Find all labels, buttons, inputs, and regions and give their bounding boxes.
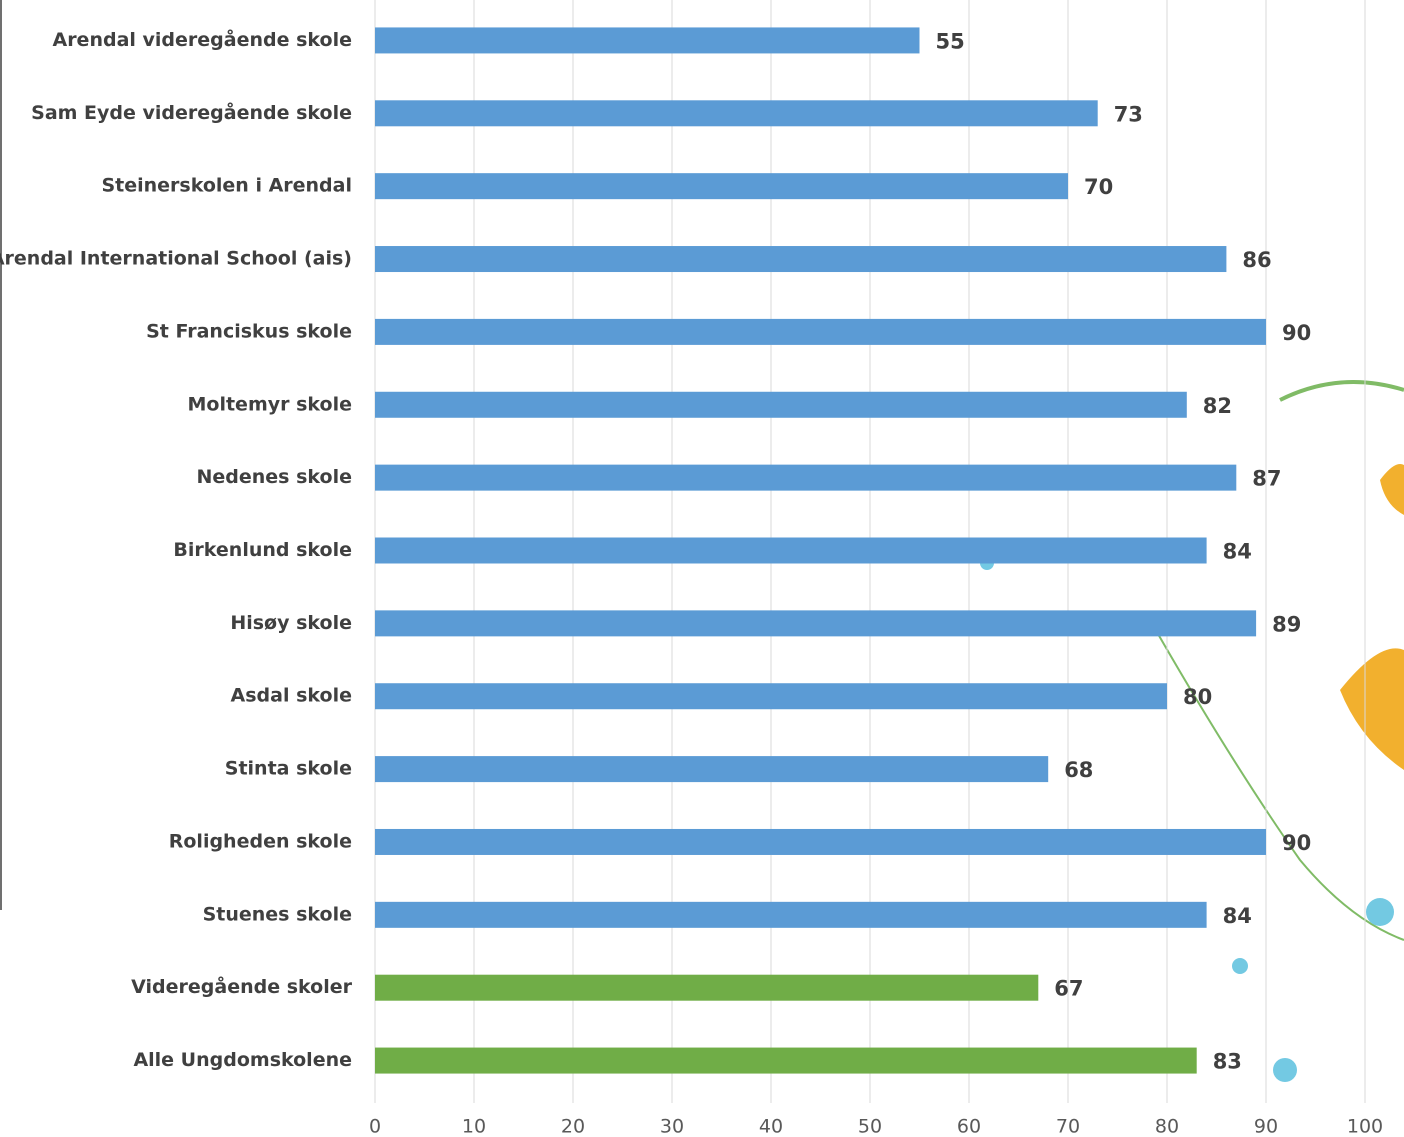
x-tick-label: 60 [957, 1116, 981, 1137]
value-label: 90 [1282, 321, 1311, 345]
x-tick-label: 40 [759, 1116, 783, 1137]
bar [375, 100, 1098, 127]
value-label: 67 [1054, 977, 1083, 1001]
bar [375, 391, 1187, 418]
y-tick-label: Alle Ungdomskolene [133, 1049, 352, 1071]
x-tick-label: 70 [1056, 1116, 1080, 1137]
value-label: 90 [1282, 831, 1311, 855]
value-label: 89 [1272, 612, 1301, 636]
bar [375, 1047, 1197, 1074]
value-label: 68 [1064, 758, 1093, 782]
y-tick-label: Stuenes skole [203, 903, 352, 925]
y-tick-label: Nedenes skole [197, 466, 353, 488]
x-tick-label: 90 [1254, 1116, 1278, 1137]
y-tick-label: Steinerskolen i Arendal [101, 175, 352, 197]
value-label: 73 [1114, 102, 1143, 126]
bar [375, 974, 1039, 1001]
y-tick-label: Hisøy skole [230, 612, 352, 634]
bar [375, 173, 1068, 200]
y-tick-label: Roligheden skole [169, 830, 352, 852]
x-tick-label: 100 [1347, 1116, 1383, 1137]
bar [375, 610, 1257, 637]
y-tick-label: Moltemyr skole [188, 393, 353, 415]
bar [375, 756, 1049, 783]
value-label: 70 [1084, 175, 1113, 199]
y-tick-label: Sam Eyde videregående skole [31, 100, 352, 124]
x-tick-label: 0 [369, 1116, 381, 1137]
value-label: 84 [1223, 904, 1252, 928]
x-tick-label: 20 [561, 1116, 585, 1137]
bar [375, 828, 1266, 855]
value-label: 83 [1213, 1050, 1242, 1074]
value-label: 84 [1223, 540, 1252, 564]
x-tick-label: 50 [858, 1116, 882, 1137]
y-tick-label: Birkenlund skole [173, 539, 352, 561]
bar [375, 683, 1167, 710]
y-tick-label: Arendal International School (ais) [0, 248, 352, 270]
y-tick-label: Videregående skoler [131, 974, 352, 998]
y-tick-label: Asdal skole [231, 685, 352, 707]
value-label: 80 [1183, 685, 1212, 709]
y-tick-label: Arendal videregående skole [52, 27, 352, 51]
value-label: 82 [1203, 394, 1232, 418]
y-tick-label: St Franciskus skole [146, 320, 352, 342]
value-label: 87 [1252, 467, 1281, 491]
bar [375, 901, 1207, 928]
bar [375, 464, 1237, 491]
bar [375, 27, 920, 54]
value-label: 55 [936, 29, 965, 53]
bar [375, 318, 1266, 345]
x-tick-label: 30 [660, 1116, 684, 1137]
bar [375, 537, 1207, 564]
x-tick-label: 80 [1155, 1116, 1179, 1137]
value-label: 86 [1242, 248, 1271, 272]
y-tick-label: Stinta skole [225, 758, 352, 780]
decoration [980, 380, 1404, 1082]
x-tick-label: 10 [462, 1116, 486, 1137]
bar [375, 246, 1227, 273]
